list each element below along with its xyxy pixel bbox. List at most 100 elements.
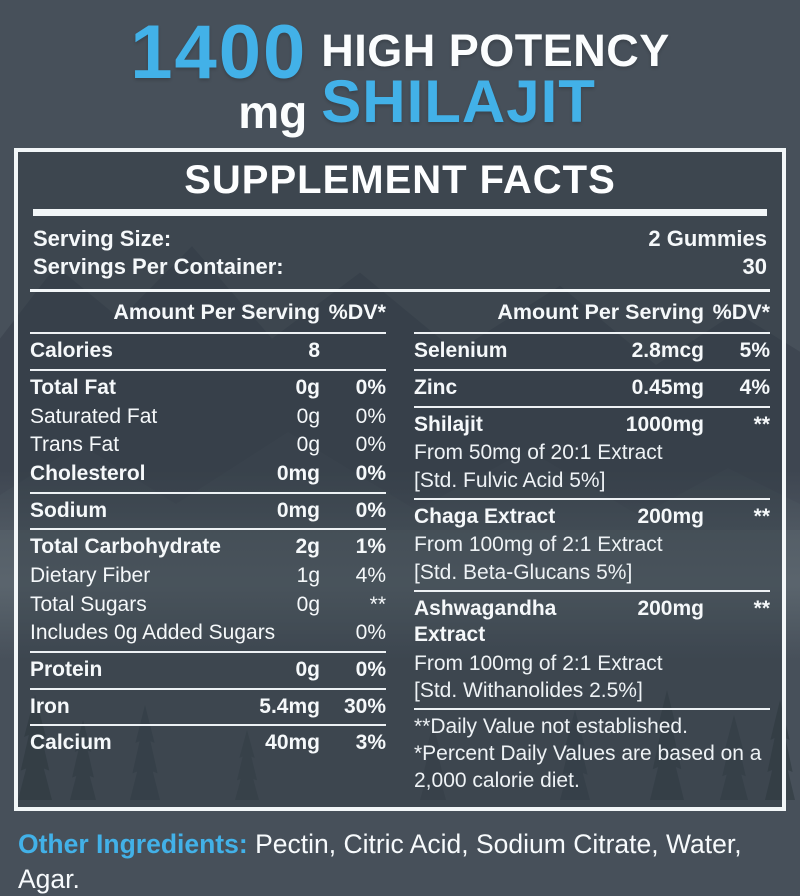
nutrient-row: Calories 8: [30, 337, 386, 366]
nutrient-amount: 0g: [296, 592, 320, 616]
serving-divider: [30, 288, 770, 292]
nutrient-row: Selenium 2.8mcg 5%: [414, 337, 770, 366]
nutrient-row: Calcium 40mg 3%: [30, 729, 386, 758]
hero-product-name: SHILAJIT: [321, 68, 596, 135]
nutrient-label: Saturated Fat: [30, 404, 158, 428]
nutrient-dv: 0%: [355, 462, 386, 486]
tree-line: [0, 680, 800, 800]
serving-size-row: Serving Size: 2 Gummies: [30, 225, 770, 253]
nutrient-dv: **: [753, 504, 770, 528]
title-divider: [33, 209, 767, 217]
nutrient-subtext: [Std. Beta-Glucans 5%]: [414, 560, 633, 584]
nutrient-row: Saturated Fat 0g 0%: [30, 403, 386, 432]
column-rule: [30, 724, 386, 727]
nutrient-dv: 0%: [355, 658, 386, 682]
nutrient-row: Iron 5.4mg 30%: [30, 693, 386, 722]
column-header: Amount Per Serving %DV*: [30, 294, 386, 330]
nutrient-amount: 0g: [295, 658, 320, 682]
amount-per-serving-header: Amount Per Serving: [113, 299, 320, 324]
column-rule: [414, 369, 770, 372]
nutrient-subtext: [Std. Withanolides 2.5%]: [414, 679, 643, 703]
nutrient-row: Zinc 0.45mg 4%: [414, 374, 770, 403]
nutrient-row: Shilajit 1000mg **: [414, 411, 770, 440]
nutrient-subtext: [Std. Fulvic Acid 5%]: [414, 468, 606, 492]
servings-per-container-row: Servings Per Container: 30: [30, 253, 770, 281]
nutrient-amount: 1000mg: [625, 412, 704, 436]
column-header: Amount Per Serving %DV*: [414, 294, 770, 330]
column-rule: [414, 708, 770, 711]
servings-per-container-value: 30: [742, 254, 767, 280]
nutrient-label: Chaga Extract: [414, 504, 556, 528]
nutrient-label: Includes 0g Added Sugars: [30, 621, 276, 645]
nutrient-amount: 0g: [295, 376, 320, 400]
nutrient-dv: 0%: [355, 433, 386, 457]
nutrient-row: Ashwagandha Extract 200mg **: [414, 595, 770, 650]
nutrient-label: Calcium: [30, 731, 112, 755]
dose-amount: 1400: [130, 10, 308, 95]
other-ingredients: Other Ingredients: Pectin, Citric Acid, …: [18, 827, 782, 896]
column-rule: [414, 332, 770, 335]
nutrient-row: Trans Fat 0g 0%: [30, 431, 386, 460]
column-rule: [30, 528, 386, 531]
nutrient-amount: 0mg: [276, 498, 320, 522]
nutrient-dv: **: [753, 412, 770, 436]
nutrient-amount: 200mg: [637, 596, 704, 620]
nutrient-rows-left: Calories 8 Total Fat 0g 0% Saturated Fat 0g 0% T…: [30, 337, 386, 758]
hero-header: 1400 mg HIGH POTENCY SHILAJIT: [0, 0, 800, 138]
nutrient-subtext: From 100mg of 2:1 Extract: [414, 651, 663, 675]
nutrient-dv: 1%: [355, 535, 386, 559]
supplement-facts-panel: SUPPLEMENT FACTS Serving Size: 2 Gummies…: [14, 148, 786, 812]
column-rule: [30, 687, 386, 690]
nutrient-label: Total Sugars: [30, 592, 147, 616]
dose-unit: mg: [238, 85, 308, 138]
nutrient-amount: 0g: [296, 404, 320, 428]
nutrient-row: Sodium 0mg 0%: [30, 497, 386, 526]
nutrient-label: Total Carbohydrate: [30, 535, 221, 559]
nutrient-dv: 4%: [739, 376, 770, 400]
column-rule: [30, 332, 386, 335]
nutrient-dv: 0%: [355, 376, 386, 400]
nutrient-row: Dietary Fiber 1g 4%: [30, 562, 386, 591]
nutrient-amount: 2.8mcg: [631, 339, 704, 363]
nutrient-dv: 0%: [355, 498, 386, 522]
nutrient-row: Protein 0g 0%: [30, 656, 386, 685]
nutrient-dv: 4%: [355, 564, 386, 588]
nutrient-dv: **: [753, 596, 770, 620]
nutrient-row: Total Sugars 0g **: [30, 591, 386, 620]
nutrient-label: Sodium: [30, 498, 107, 522]
column-rule: [30, 491, 386, 494]
nutrient-columns: Amount Per Serving %DV* Calories 8 Total F…: [30, 294, 770, 796]
nutrient-amount: 0mg: [276, 462, 320, 486]
nutrient-amount: 0g: [296, 433, 320, 457]
nutrient-dv: 5%: [739, 339, 770, 363]
nutrient-dv: [328, 338, 386, 365]
column-rule: [30, 369, 386, 372]
nutrient-label: Shilajit: [414, 412, 483, 436]
servings-per-container-label: Servings Per Container:: [33, 254, 284, 280]
hero-titles: HIGH POTENCY SHILAJIT: [321, 18, 670, 132]
column-rule: [414, 497, 770, 500]
nutrient-dv: 30%: [343, 694, 386, 718]
nutrient-amount: 2g: [295, 535, 320, 559]
nutrient-subtext: **Daily Value not established.: [414, 714, 688, 738]
nutrient-subtext: From 100mg of 2:1 Extract: [414, 532, 663, 556]
nutrient-amount: [283, 620, 320, 647]
dv-header: %DV*: [328, 299, 386, 324]
nutrient-column-left: Amount Per Serving %DV* Calories 8 Total F…: [30, 294, 386, 796]
nutrient-dv: 3%: [355, 731, 386, 755]
nutrient-dv: **: [369, 592, 386, 616]
nutrient-row: Total Fat 0g 0%: [30, 374, 386, 403]
nutrient-column-right: Amount Per Serving %DV* Selenium 2.8mcg 5%…: [414, 294, 770, 796]
nutrient-row: Cholesterol 0mg 0%: [30, 460, 386, 489]
nutrient-subtext: From 50mg of 20:1 Extract: [414, 440, 663, 464]
nutrient-label: Protein: [30, 658, 103, 682]
nutrient-row: Includes 0g Added Sugars 0%: [30, 619, 386, 648]
column-rule: [414, 589, 770, 592]
nutrient-label: Dietary Fiber: [30, 564, 151, 588]
nutrient-amount: 5.4mg: [259, 694, 320, 718]
dv-header: %DV*: [712, 299, 770, 324]
nutrient-amount: 40mg: [265, 731, 320, 755]
nutrient-dv: 0%: [355, 404, 386, 428]
serving-size-label: Serving Size:: [33, 226, 172, 252]
panel-title: SUPPLEMENT FACTS: [184, 158, 616, 203]
